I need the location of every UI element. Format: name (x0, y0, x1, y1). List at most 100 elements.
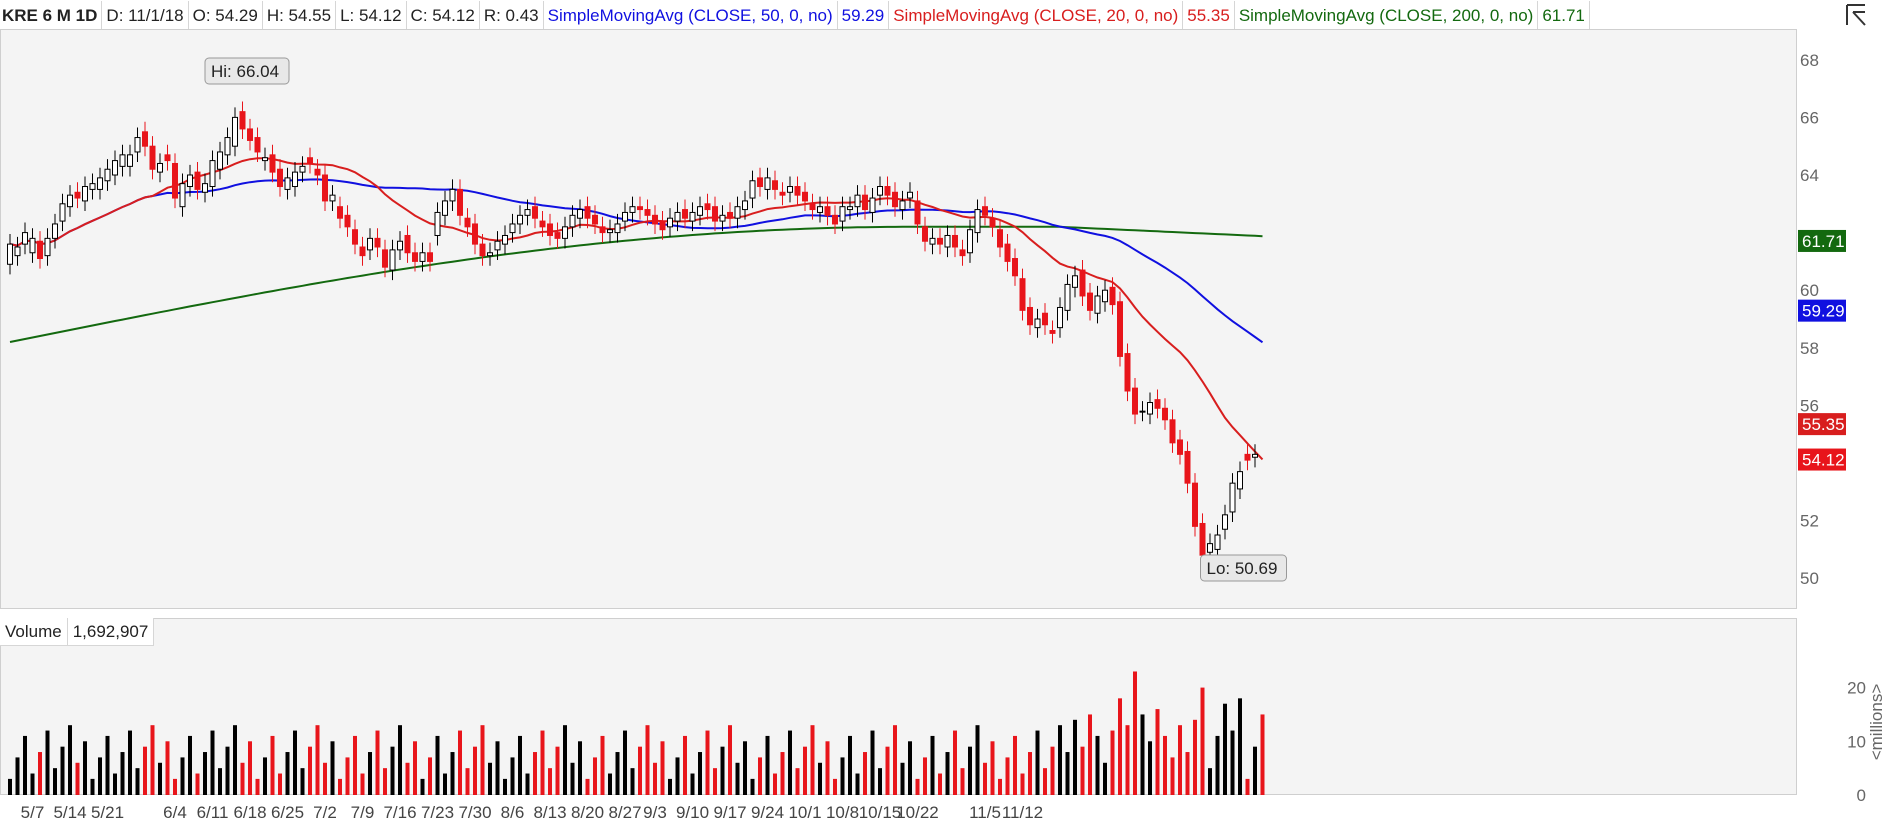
volume-bar (15, 757, 20, 795)
candle (997, 219, 1003, 258)
candle (59, 193, 66, 232)
sma50-label[interactable]: SimpleMovingAvg (CLOSE, 50, 0, no) (544, 1, 838, 30)
candle (292, 162, 298, 197)
volume-bar (398, 725, 402, 795)
sma200-label[interactable]: SimpleMovingAvg (CLOSE, 200, 0, no) (1235, 1, 1539, 30)
candle (1132, 378, 1138, 425)
candle (952, 225, 958, 258)
volume-bar (675, 757, 680, 795)
volume-bar (503, 778, 507, 795)
candle (1117, 291, 1123, 367)
candle-body (794, 186, 801, 196)
candle-body (442, 200, 448, 216)
candle (277, 159, 283, 197)
volume-bar (870, 730, 875, 795)
price-badge-label: 55.35 (1802, 415, 1845, 434)
volume-bar (653, 762, 657, 795)
volume-bar (413, 741, 417, 795)
candle (247, 118, 253, 151)
date-tick-label: 11/12 (1002, 803, 1043, 822)
volume-bar (818, 762, 822, 795)
candle-body (7, 243, 13, 265)
price-badge-label: 54.12 (1802, 451, 1845, 470)
candle (577, 199, 583, 229)
candle-body (1214, 534, 1221, 550)
candle (832, 205, 838, 235)
candle-body (1109, 286, 1116, 306)
volume-bar (1080, 746, 1085, 795)
candle (1064, 274, 1071, 321)
candle-body (892, 191, 898, 208)
symbol-label[interactable]: KRE 6 M 1D (0, 1, 103, 30)
candle (742, 190, 748, 220)
volume-bar (83, 741, 87, 795)
candle (772, 170, 778, 200)
candle (262, 147, 268, 171)
volume-bar (1148, 741, 1152, 795)
candle (382, 239, 388, 278)
price-panel[interactable] (0, 29, 1797, 609)
price-badge-label: 61.71 (1802, 232, 1845, 251)
candle-body (584, 206, 591, 219)
volume-bar (278, 773, 282, 795)
volume-bar (1193, 719, 1197, 795)
price-badge-box (1798, 413, 1846, 436)
candle (727, 202, 733, 229)
date-tick-label: 10/22 (896, 803, 939, 822)
drawing-tool-icon[interactable] (1841, 2, 1871, 28)
candle-body (472, 223, 478, 245)
volume-panel[interactable] (0, 618, 1797, 795)
volume-bar (878, 768, 882, 795)
date-tick-label: 10/8 (826, 803, 859, 822)
candle-body (1004, 243, 1011, 262)
volume-bar (1215, 735, 1220, 795)
candle-body (547, 223, 553, 236)
candle-body (614, 223, 621, 234)
candle (584, 196, 591, 229)
sma200-value: 61.71 (1538, 1, 1590, 30)
volume-bar (23, 735, 27, 795)
volume-bar (998, 778, 1002, 795)
candle-body (112, 160, 118, 176)
volume-bar (930, 735, 935, 795)
candle (427, 242, 433, 272)
candle-body (419, 252, 426, 262)
volume-bar (390, 746, 395, 795)
candle (614, 213, 621, 243)
volume-bar (293, 730, 297, 795)
candle-body (832, 214, 838, 225)
candle (502, 225, 508, 255)
volume-bar (855, 773, 860, 795)
date-tick-label: 5/7 (21, 803, 45, 822)
date-tick-label: 11/5 (969, 803, 1001, 822)
candle (562, 216, 568, 249)
candle-body (82, 186, 88, 202)
candle-body (749, 180, 756, 199)
candle (682, 199, 688, 229)
candle (757, 167, 763, 197)
volume-bar (900, 762, 905, 795)
volume-bar (1200, 687, 1205, 795)
volume-bar (113, 773, 117, 795)
candle (359, 236, 366, 266)
volume-bar (1035, 730, 1040, 795)
volume-bar (75, 762, 80, 795)
volume-axis-label: 10 (1847, 732, 1866, 751)
sma20-label[interactable]: SimpleMovingAvg (CLOSE, 20, 0, no) (889, 1, 1184, 30)
candle-body (119, 154, 126, 167)
candle-body (809, 203, 816, 211)
candle-body (1199, 522, 1206, 556)
price-badge-box (1798, 299, 1846, 322)
volume-bar (420, 778, 425, 795)
candle (1229, 473, 1236, 523)
price-axis-label: 60 (1800, 281, 1819, 300)
candle-body (134, 137, 141, 153)
volume-bar (1178, 725, 1182, 795)
volume-axis-label: 0 (1857, 786, 1866, 805)
candle (344, 205, 351, 237)
volume-bar (368, 752, 372, 795)
candle (449, 179, 456, 211)
candle (1244, 444, 1251, 471)
volume-units-label: <millions> (1867, 684, 1886, 761)
candle-body (277, 168, 283, 188)
